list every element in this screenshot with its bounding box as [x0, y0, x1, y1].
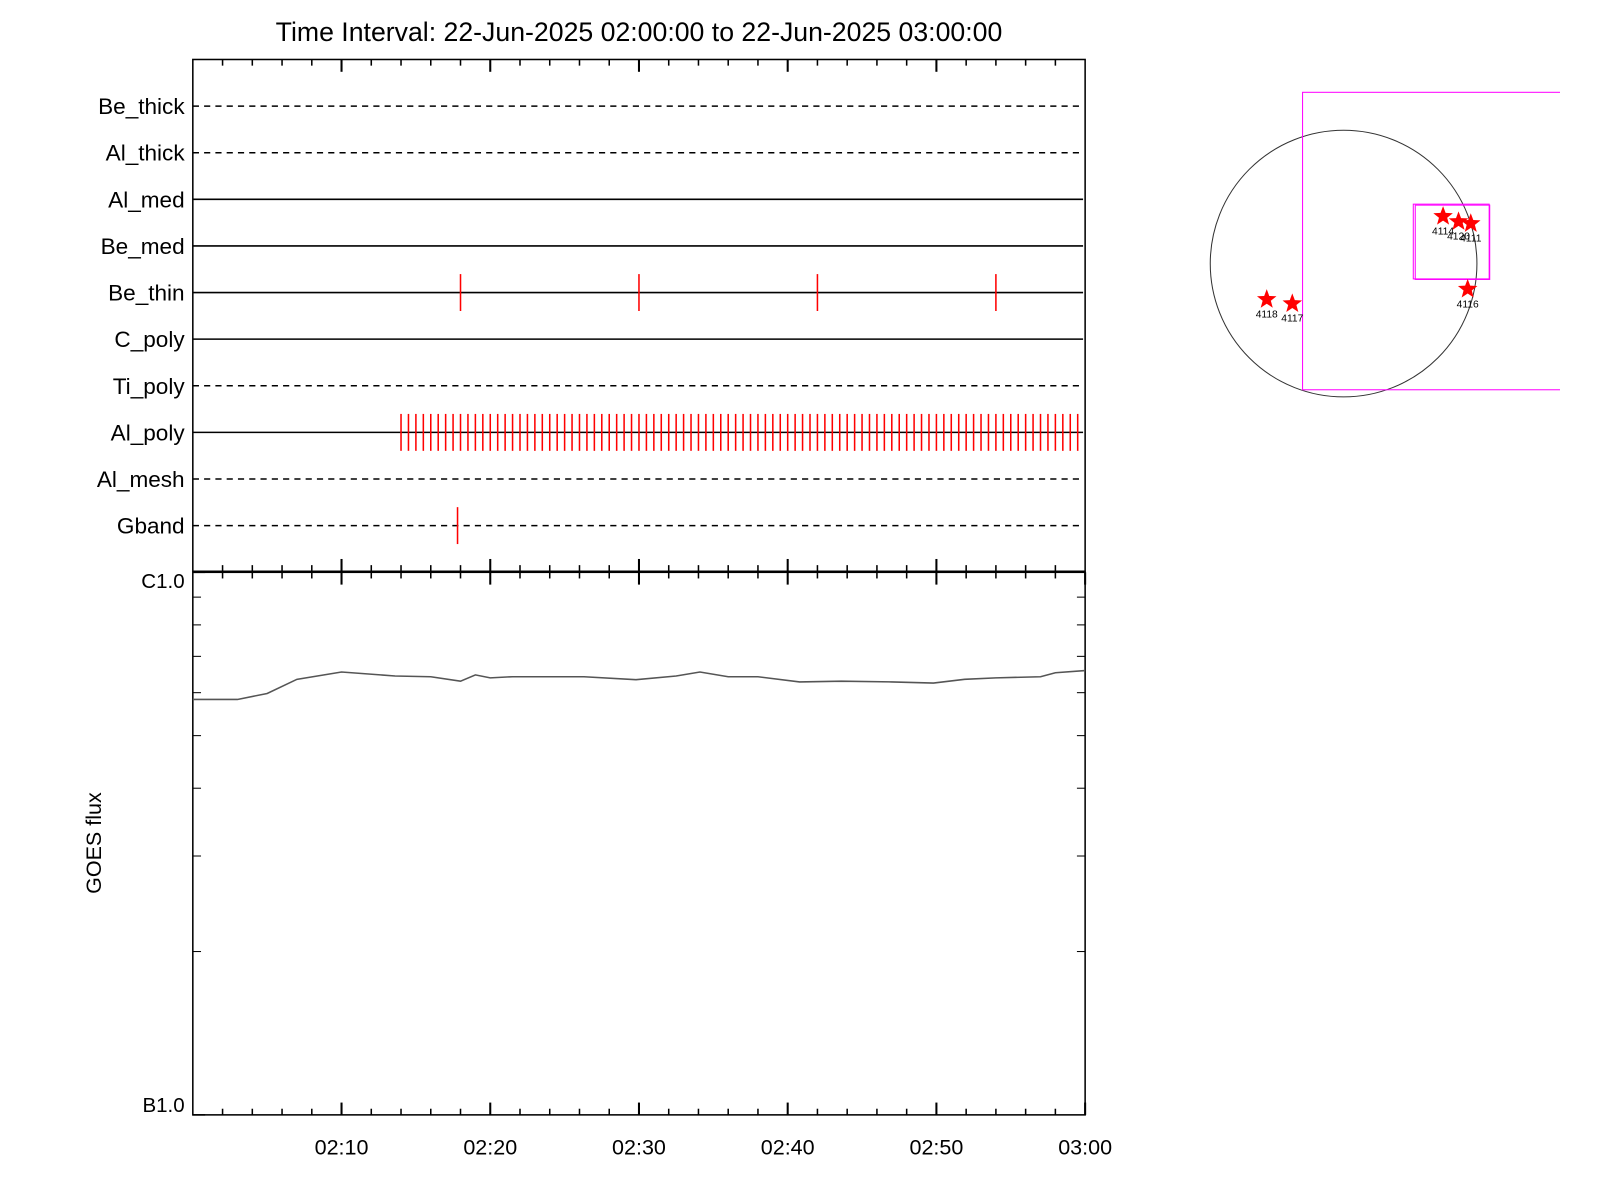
row-label: Gband [117, 514, 185, 539]
x-tick-label: 03:00 [1058, 1135, 1112, 1159]
region-star [1457, 278, 1478, 298]
region-label: 4114 [1432, 226, 1454, 237]
x-tick-label: 02:30 [612, 1135, 666, 1159]
x-tick-label: 02:50 [909, 1135, 963, 1159]
row-label: Ti_poly [113, 374, 186, 399]
goes-frame [192, 571, 1086, 1116]
x-tick-label: 02:20 [463, 1135, 517, 1159]
x-tick-label: 02:40 [761, 1135, 815, 1159]
region-star [1256, 289, 1277, 308]
timeline-frame [192, 58, 1086, 573]
fov-box [1414, 204, 1491, 280]
y-axis-label: GOES flux [82, 792, 106, 894]
row-label: C_poly [114, 327, 185, 352]
y-tick-label: B1.0 [142, 1094, 184, 1117]
chart-title: Time Interval: 22-Jun-2025 02:00:00 to 2… [276, 17, 1003, 47]
region-label: 4118 [1256, 310, 1278, 321]
row-label: Be_med [101, 234, 185, 259]
row-label: Al_mesh [97, 467, 185, 492]
row-label: Be_thin [108, 281, 184, 306]
fov-box [1412, 203, 1490, 280]
region-label: 4111 [1460, 234, 1482, 245]
x-tick-label: 02:10 [315, 1135, 369, 1159]
y-tick-label: C1.0 [141, 570, 184, 593]
row-label: Al_med [108, 187, 184, 212]
goes-line [192, 669, 1086, 701]
region-label: 4117 [1281, 314, 1303, 325]
region-star [1448, 211, 1469, 230]
row-label: Al_poly [111, 420, 186, 445]
region-star [1282, 293, 1303, 312]
fov-box [1302, 91, 1560, 391]
row-label: Be_thick [98, 94, 185, 119]
solar-disk [1209, 129, 1478, 398]
region-star [1460, 213, 1481, 232]
region-label: 4120 [1447, 232, 1470, 243]
row-label: Al_thick [106, 141, 186, 166]
region-label: 4116 [1457, 299, 1479, 310]
region-star [1433, 206, 1453, 225]
